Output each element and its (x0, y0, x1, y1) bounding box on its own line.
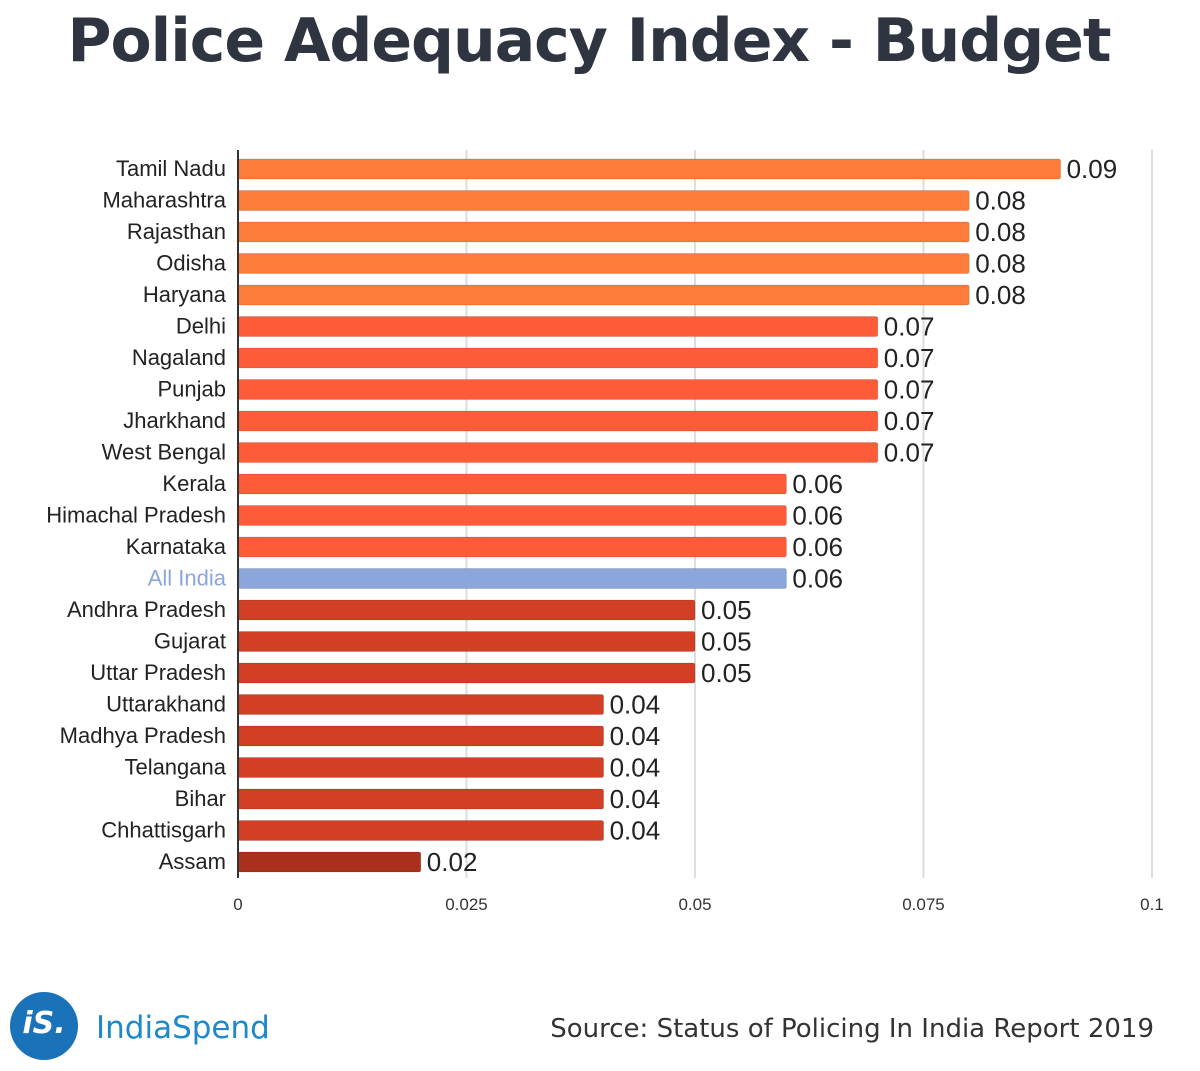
category-label: Nagaland (132, 345, 226, 370)
bar (237, 316, 879, 337)
value-label: 0.07 (884, 375, 935, 405)
chart-title: Police Adequacy Index - Budget (67, 6, 1111, 76)
value-label: 0.08 (975, 186, 1026, 216)
bar-chart: 0 0.025 0.05 0.075 0.1 Tamil Nadu 0.09 Maharash… (46, 150, 1164, 914)
value-label: 0.06 (792, 532, 843, 562)
x-tick-label: 0.025 (445, 895, 488, 914)
value-label: 0.07 (884, 343, 935, 373)
value-label: 0.04 (610, 690, 661, 720)
category-label: Uttar Pradesh (90, 660, 226, 685)
brand-name: IndiaSpend (96, 1010, 270, 1046)
value-label: 0.07 (884, 312, 935, 342)
value-label: 0.05 (701, 627, 752, 657)
category-label: Haryana (143, 282, 227, 307)
category-label: Uttarakhand (106, 692, 226, 717)
category-label: Odisha (156, 251, 226, 276)
x-tick-label: 0.05 (678, 895, 711, 914)
indiaspend-logo-icon: iS. (10, 992, 78, 1060)
category-label: Rajasthan (127, 219, 226, 244)
category-label: Maharashtra (102, 188, 226, 213)
bar (237, 410, 879, 432)
bar (237, 694, 605, 715)
category-label: Delhi (176, 314, 226, 339)
bar (237, 442, 879, 463)
source-note: Source: Status of Policing In India Repo… (550, 1014, 1154, 1044)
value-label: 0.06 (792, 501, 843, 531)
category-label: Punjab (157, 377, 226, 402)
value-label: 0.09 (1067, 154, 1118, 184)
bar (237, 221, 970, 243)
category-label: Gujarat (154, 629, 226, 654)
value-label: 0.06 (792, 469, 843, 499)
bar (237, 284, 970, 306)
bar (237, 631, 696, 652)
category-label: Chhattisgarh (101, 818, 226, 843)
bar (237, 662, 696, 684)
category-label: Tamil Nadu (116, 156, 226, 181)
value-label: 0.05 (701, 658, 752, 688)
value-label: 0.06 (792, 564, 843, 594)
category-label: West Bengal (102, 440, 226, 465)
value-label: 0.08 (975, 249, 1026, 279)
bar (237, 725, 605, 747)
category-label: All India (148, 566, 227, 591)
bar (237, 473, 787, 495)
x-tick-label: 0.1 (1140, 895, 1164, 914)
bar (237, 190, 970, 211)
value-label: 0.07 (884, 406, 935, 436)
value-label: 0.04 (610, 753, 661, 783)
value-label: 0.02 (427, 847, 478, 877)
category-label: Andhra Pradesh (67, 597, 226, 622)
bar (237, 757, 605, 778)
category-label: Karnataka (126, 534, 227, 559)
value-label: 0.07 (884, 438, 935, 468)
bar (237, 253, 970, 274)
bar (237, 536, 787, 558)
category-label: Himachal Pradesh (46, 503, 226, 528)
bar (237, 851, 422, 873)
x-tick-label: 0.075 (902, 895, 945, 914)
bar (237, 158, 1062, 180)
bar (237, 379, 879, 400)
bar (237, 568, 787, 589)
value-label: 0.08 (975, 217, 1026, 247)
category-label: Bihar (175, 786, 226, 811)
value-label: 0.08 (975, 280, 1026, 310)
value-label: 0.04 (610, 784, 661, 814)
category-label: Telangana (124, 755, 226, 780)
value-label: 0.05 (701, 595, 752, 625)
category-label: Madhya Pradesh (60, 723, 226, 748)
bar (237, 505, 787, 526)
bar (237, 599, 696, 621)
bar (237, 347, 879, 369)
category-label: Kerala (162, 471, 226, 496)
bar (237, 788, 605, 810)
category-label: Jharkhand (123, 408, 226, 433)
logo-text: iS. (22, 1006, 66, 1041)
bar (237, 820, 605, 841)
category-label: Assam (159, 849, 226, 874)
x-tick-label: 0 (233, 895, 242, 914)
value-label: 0.04 (610, 816, 661, 846)
value-label: 0.04 (610, 721, 661, 751)
